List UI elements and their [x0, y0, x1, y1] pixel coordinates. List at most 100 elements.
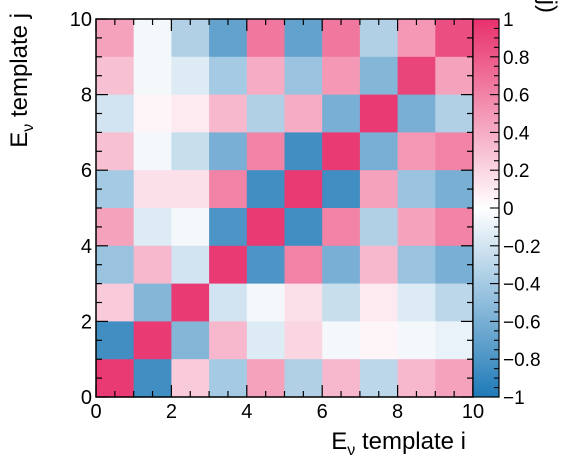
- heatmap-cell: [171, 245, 210, 285]
- y-tick-label: 10: [70, 9, 92, 31]
- heatmap-cell: [171, 56, 210, 96]
- heatmap-cell: [133, 208, 172, 247]
- heatmap-cell: [359, 170, 399, 209]
- heatmap-cell: [359, 283, 399, 322]
- heatmap-cell: [133, 19, 172, 58]
- y-axis: 0 2 4 6 8 10: [70, 9, 473, 409]
- heatmap-cell: [96, 19, 135, 58]
- x-axis-title-main: E: [331, 428, 347, 455]
- heatmap-cell: [171, 170, 210, 209]
- heatmap-cell: [359, 208, 399, 247]
- heatmap-cell: [209, 56, 248, 96]
- x-tick-label: 10: [462, 401, 484, 423]
- heatmap-cell: [397, 245, 436, 285]
- heatmap-cell: [209, 283, 248, 322]
- colorbar: 1 0.8 0.6 0.4 0.2 0 −0.2 −0.4 −0.6 −0.8 −1: [472, 10, 541, 409]
- heatmap-cell: [322, 132, 361, 171]
- heatmap-cell: [171, 94, 210, 133]
- colorbar-tick-label: 0: [503, 199, 514, 220]
- heatmap-cells: [96, 19, 474, 398]
- heatmap-cell: [209, 19, 248, 58]
- colorbar-tick-label: 0.2: [503, 161, 529, 182]
- y-tick-label: 6: [81, 160, 92, 182]
- heatmap-cell: [171, 283, 210, 322]
- x-tick-label: 0: [90, 401, 101, 423]
- heatmap-cell: [171, 19, 210, 58]
- x-axis-title-subscript: ν: [347, 442, 355, 459]
- heatmap-cell: [133, 283, 172, 322]
- heatmap-cell: [246, 56, 286, 96]
- heatmap-cell: [284, 170, 323, 209]
- heatmap-cell: [397, 132, 436, 171]
- colorbar-tick-label: 1: [503, 10, 514, 31]
- x-axis: 0 2 4 6 8 10: [90, 19, 484, 423]
- heatmap-cell: [322, 56, 361, 96]
- colorbar-tick-label: 0.6: [503, 86, 529, 107]
- heatmap-cell: [246, 19, 286, 58]
- heatmap-cell: [284, 19, 323, 58]
- colorbar-title: corr(i,j): [534, 0, 561, 13]
- colorbar-tick-label: 0.4: [503, 123, 530, 144]
- heatmap-cell: [359, 132, 399, 171]
- heatmap-cell: [359, 94, 399, 133]
- heatmap-cell: [96, 208, 135, 247]
- heatmap-cell: [397, 208, 436, 247]
- heatmap-cell: [284, 94, 323, 133]
- heatmap-cell: [96, 321, 135, 360]
- heatmap-cell: [209, 170, 248, 209]
- heatmap-cell: [133, 56, 172, 96]
- y-tick-label: 0: [81, 387, 92, 409]
- heatmap-cell: [246, 94, 286, 133]
- y-tick-label: 8: [81, 85, 92, 107]
- heatmap-cell: [397, 170, 436, 209]
- heatmap-cell: [96, 132, 135, 171]
- colorbar-tick-label: −1: [503, 388, 525, 409]
- heatmap-cell: [96, 94, 135, 133]
- heatmap-cell: [246, 283, 286, 322]
- heatmap-cell: [397, 56, 436, 96]
- heatmap-cell: [322, 321, 361, 360]
- colorbar-tick-label: −0.6: [503, 312, 541, 333]
- heatmap-cell: [397, 283, 436, 322]
- heatmap-cell: [397, 19, 436, 58]
- heatmap-cell: [359, 56, 399, 96]
- heatmap-cell: [133, 170, 172, 209]
- heatmap-cell: [322, 170, 361, 209]
- y-axis-title-main: E: [6, 132, 33, 148]
- heatmap-cell: [246, 245, 286, 285]
- colorbar-tick-label: 0.8: [503, 48, 529, 69]
- heatmap-cell: [209, 208, 248, 247]
- heatmap-cell: [397, 321, 436, 360]
- heatmap-cell: [96, 56, 135, 96]
- heatmap-cell: [171, 132, 210, 171]
- y-tick-label: 2: [81, 311, 92, 333]
- colorbar-tick-label: −0.2: [503, 237, 541, 258]
- heatmap-cell: [322, 208, 361, 247]
- y-axis-title-rest: template j: [6, 13, 33, 124]
- x-tick-label: 2: [166, 401, 177, 423]
- heatmap-cell: [96, 245, 135, 285]
- x-tick-label: 8: [392, 401, 403, 423]
- heatmap-cell: [284, 245, 323, 285]
- heatmap-cell: [359, 321, 399, 360]
- heatmap-cell: [359, 245, 399, 285]
- heatmap-cell: [246, 170, 286, 209]
- x-tick-label: 4: [241, 401, 252, 423]
- colorbar-tick-label: −0.8: [503, 350, 541, 371]
- heatmap-cell: [96, 170, 135, 209]
- heatmap-cell: [96, 283, 135, 322]
- heatmap-cell: [246, 132, 286, 171]
- heatmap-cell: [284, 132, 323, 171]
- colorbar-ticks: 1 0.8 0.6 0.4 0.2 0 −0.2 −0.4 −0.6 −0.8 −1: [490, 10, 541, 409]
- heatmap-cell: [209, 94, 248, 133]
- heatmap-cell: [359, 19, 399, 58]
- heatmap-cell: [246, 321, 286, 360]
- y-axis-title: Eν template j: [6, 13, 37, 148]
- heatmap-cell: [397, 94, 436, 133]
- x-axis-title: Eν template i: [331, 428, 466, 459]
- heatmap-cell: [322, 283, 361, 322]
- heatmap-cell: [133, 321, 172, 360]
- heatmap-cell: [322, 19, 361, 58]
- heatmap-cell: [171, 321, 210, 360]
